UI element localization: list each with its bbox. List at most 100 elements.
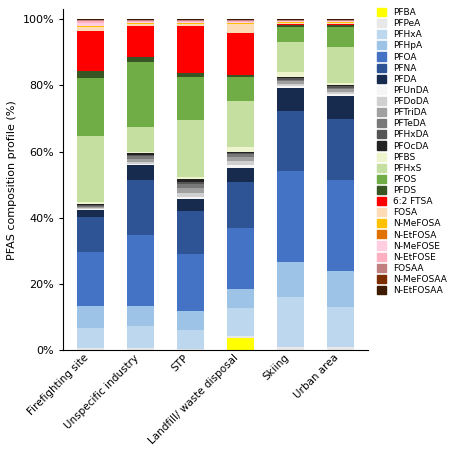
Bar [327,307,354,347]
Bar [177,193,204,197]
Legend: PFBA, PFPeA, PFHxA, PFHpA, PFOA, PFNA, PFDA, PFUnDA, PFDoDA, PFTriDA, PFTeDA, PF: PFBA, PFPeA, PFHxA, PFHpA, PFOA, PFNA, P… [376,7,448,296]
Bar [327,89,354,92]
Bar [327,88,354,89]
Bar [277,25,304,27]
Bar [177,22,204,23]
Bar [77,206,105,207]
Bar [127,22,154,23]
Bar [127,21,154,22]
Bar [177,199,204,211]
Bar [227,161,254,165]
Bar [77,217,105,252]
Bar [277,19,304,20]
Bar [127,154,154,155]
Bar [327,19,354,20]
Bar [227,101,254,148]
Bar [277,80,304,81]
Bar [127,156,154,159]
Bar [77,204,105,205]
Bar [127,348,154,350]
Bar [327,27,354,47]
Bar [77,252,105,306]
Bar [277,84,304,86]
Bar [177,26,204,73]
Bar [177,348,204,350]
Bar [327,96,354,119]
Bar [327,347,354,350]
Bar [227,148,254,152]
Bar [77,27,105,31]
Bar [227,153,254,154]
Bar [227,22,254,23]
Bar [277,262,304,297]
Bar [177,23,204,24]
Bar [227,289,254,308]
Bar [77,71,105,78]
Bar [77,210,105,217]
Bar [227,24,254,33]
Bar [277,78,304,80]
Bar [227,33,254,75]
Bar [327,180,354,271]
Bar [177,20,204,21]
Bar [77,202,105,204]
Bar [277,20,304,21]
Bar [177,197,204,199]
Bar [277,23,304,24]
Bar [227,168,254,182]
Bar [227,75,254,77]
Bar [77,135,105,202]
Bar [227,20,254,21]
Bar [177,329,204,348]
Bar [77,78,105,135]
Bar [77,348,105,350]
Bar [127,26,154,57]
Bar [177,19,204,20]
Bar [227,182,254,228]
Bar [177,188,204,193]
Bar [77,31,105,71]
Bar [177,120,204,177]
Bar [327,92,354,94]
Bar [127,152,154,154]
Bar [277,86,304,88]
Bar [327,83,354,85]
Bar [177,177,204,179]
Bar [277,347,304,350]
Bar [127,326,154,348]
Bar [277,81,304,84]
Bar [77,328,105,348]
Bar [327,24,354,25]
Bar [327,271,354,307]
Bar [127,20,154,21]
Bar [77,207,105,208]
Bar [277,111,304,171]
Bar [227,338,254,350]
Bar [127,306,154,326]
Bar [177,21,204,22]
Bar [327,20,354,21]
Y-axis label: PFAS composition profile (%): PFAS composition profile (%) [7,100,17,260]
Bar [277,88,304,111]
Bar [277,21,304,22]
Bar [77,23,105,25]
Bar [327,119,354,180]
Bar [77,306,105,328]
Bar [177,24,204,26]
Bar [227,165,254,168]
Bar [327,23,354,24]
Bar [327,21,354,22]
Bar [327,85,354,86]
Bar [77,209,105,210]
Bar [127,162,154,164]
Bar [227,228,254,289]
Bar [127,155,154,156]
Bar [127,164,154,165]
Bar [177,179,204,182]
Bar [177,254,204,310]
Bar [227,77,254,101]
Bar [227,21,254,22]
Bar [177,211,204,254]
Bar [327,25,354,27]
Bar [327,22,354,23]
